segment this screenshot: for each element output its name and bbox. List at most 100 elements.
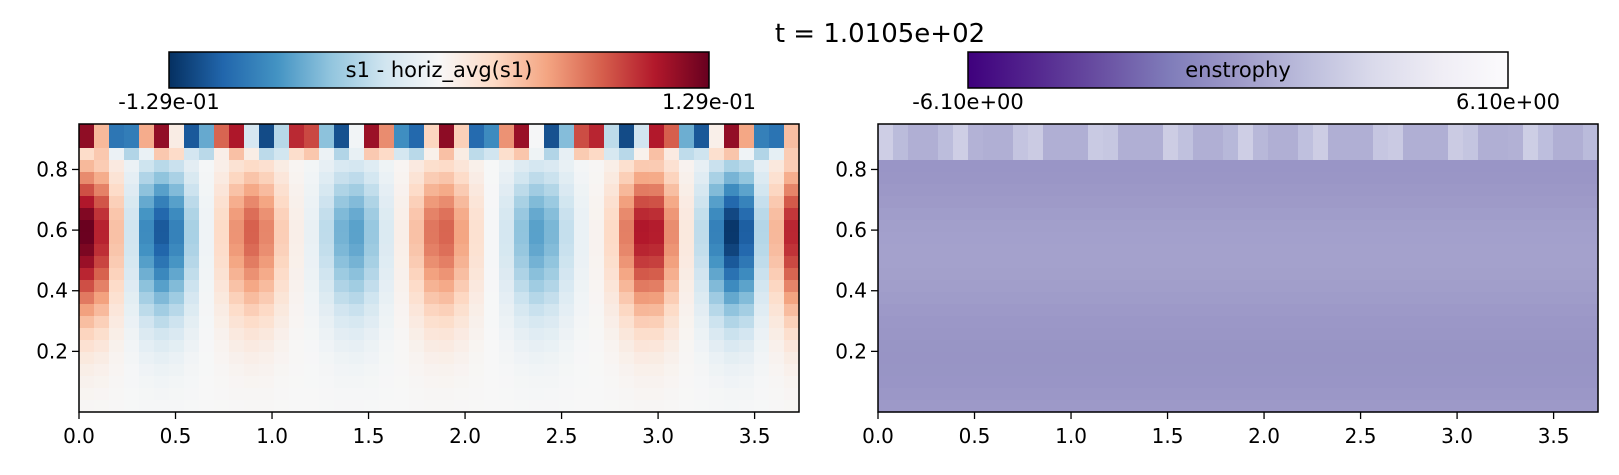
heatmap-cell bbox=[1388, 244, 1404, 257]
heatmap-cell bbox=[1523, 316, 1539, 329]
heatmap-cell bbox=[1523, 376, 1539, 389]
heatmap-cell bbox=[739, 220, 755, 233]
heatmap-cell bbox=[94, 244, 110, 257]
heatmap-cell bbox=[1493, 244, 1509, 257]
heatmap-cell bbox=[878, 316, 894, 329]
heatmap-cell bbox=[439, 148, 455, 161]
heatmap-cell bbox=[529, 244, 545, 257]
heatmap-cell bbox=[334, 244, 350, 257]
heatmap-cell bbox=[619, 292, 635, 305]
heatmap-cell bbox=[998, 328, 1014, 341]
heatmap-cell bbox=[499, 352, 515, 365]
heatmap-cell bbox=[1553, 196, 1569, 209]
heatmap-cell bbox=[394, 364, 410, 377]
heatmap-cell bbox=[124, 364, 140, 377]
heatmap-cell bbox=[1043, 364, 1059, 377]
heatmap-cell bbox=[679, 136, 695, 149]
heatmap-cell bbox=[724, 316, 740, 329]
heatmap-cell bbox=[649, 148, 665, 161]
heatmap-cell bbox=[379, 400, 395, 413]
heatmap-cell bbox=[1223, 232, 1239, 245]
heatmap-cell bbox=[953, 280, 969, 293]
heatmap-cell bbox=[923, 220, 939, 233]
heatmap-cell bbox=[679, 160, 695, 173]
heatmap-cell bbox=[1283, 196, 1299, 209]
heatmap-cell bbox=[1118, 184, 1134, 197]
heatmap-cell bbox=[694, 364, 710, 377]
heatmap-cell bbox=[1028, 352, 1044, 365]
heatmap-cell bbox=[998, 268, 1014, 281]
heatmap-cell bbox=[634, 256, 650, 269]
heatmap-cell bbox=[1028, 124, 1044, 137]
heatmap-cell bbox=[409, 148, 425, 161]
heatmap-cell bbox=[968, 172, 984, 185]
heatmap-cell bbox=[1043, 268, 1059, 281]
heatmap-cell bbox=[1163, 196, 1179, 209]
heatmap-cell bbox=[304, 256, 320, 269]
heatmap-cell bbox=[1073, 148, 1089, 161]
heatmap-cell bbox=[1418, 244, 1434, 257]
heatmap-cell bbox=[649, 316, 665, 329]
heatmap-cell bbox=[109, 316, 125, 329]
heatmap-cell bbox=[1478, 172, 1494, 185]
heatmap-cell bbox=[1268, 196, 1284, 209]
heatmap-cell bbox=[529, 256, 545, 269]
heatmap-cell bbox=[998, 196, 1014, 209]
heatmap-cell bbox=[1133, 280, 1149, 293]
heatmap-cell bbox=[94, 400, 110, 413]
heatmap-cell bbox=[559, 172, 575, 185]
heatmap-cell bbox=[604, 244, 620, 257]
heatmap-cell bbox=[908, 292, 924, 305]
heatmap-cell bbox=[574, 184, 590, 197]
heatmap-cell bbox=[274, 244, 290, 257]
heatmap-cell bbox=[1448, 280, 1464, 293]
heatmap-cell bbox=[923, 232, 939, 245]
heatmap-cell bbox=[424, 316, 440, 329]
heatmap-cell bbox=[1058, 328, 1074, 341]
heatmap-cell bbox=[184, 340, 200, 353]
heatmap-cell bbox=[364, 208, 380, 221]
heatmap-cell bbox=[724, 196, 740, 209]
heatmap-cell bbox=[1103, 352, 1119, 365]
heatmap-cell bbox=[1268, 304, 1284, 317]
heatmap-cell bbox=[199, 244, 215, 257]
heatmap-cell bbox=[304, 400, 320, 413]
heatmap-cell bbox=[154, 196, 170, 209]
heatmap-cell bbox=[1163, 328, 1179, 341]
heatmap-cell bbox=[1163, 148, 1179, 161]
heatmap-cell bbox=[1313, 280, 1329, 293]
heatmap-cell bbox=[1283, 388, 1299, 401]
heatmap-cell bbox=[1223, 220, 1239, 233]
heatmap-cell bbox=[664, 220, 680, 233]
heatmap-enstrophy-cells bbox=[878, 124, 1599, 413]
heatmap-cell bbox=[1508, 184, 1524, 197]
heatmap-cell bbox=[499, 172, 515, 185]
heatmap-cell bbox=[1208, 208, 1224, 221]
heatmap-cell bbox=[139, 148, 155, 161]
heatmap-cell bbox=[469, 244, 485, 257]
heatmap-cell bbox=[1013, 160, 1029, 173]
heatmap-cell bbox=[319, 352, 335, 365]
heatmap-cell bbox=[259, 148, 275, 161]
heatmap-cell bbox=[619, 328, 635, 341]
heatmap-cell bbox=[274, 256, 290, 269]
colorbar-enstrophy-max-label: 6.10e+00 bbox=[1456, 90, 1560, 114]
heatmap-cell bbox=[664, 184, 680, 197]
heatmap-cell bbox=[634, 196, 650, 209]
heatmap-cell bbox=[1013, 364, 1029, 377]
heatmap-cell bbox=[983, 316, 999, 329]
heatmap-cell bbox=[1583, 256, 1599, 269]
heatmap-cell bbox=[574, 172, 590, 185]
heatmap-cell bbox=[1373, 160, 1389, 173]
heatmap-cell bbox=[1193, 304, 1209, 317]
heatmap-cell bbox=[679, 316, 695, 329]
heatmap-cell bbox=[169, 328, 185, 341]
heatmap-cell bbox=[953, 124, 969, 137]
heatmap-cell bbox=[709, 364, 725, 377]
heatmap-cell bbox=[184, 400, 200, 413]
heatmap-cell bbox=[709, 388, 725, 401]
heatmap-cell bbox=[154, 232, 170, 245]
heatmap-cell bbox=[79, 280, 95, 293]
heatmap-cell bbox=[679, 340, 695, 353]
heatmap-cell bbox=[1043, 256, 1059, 269]
